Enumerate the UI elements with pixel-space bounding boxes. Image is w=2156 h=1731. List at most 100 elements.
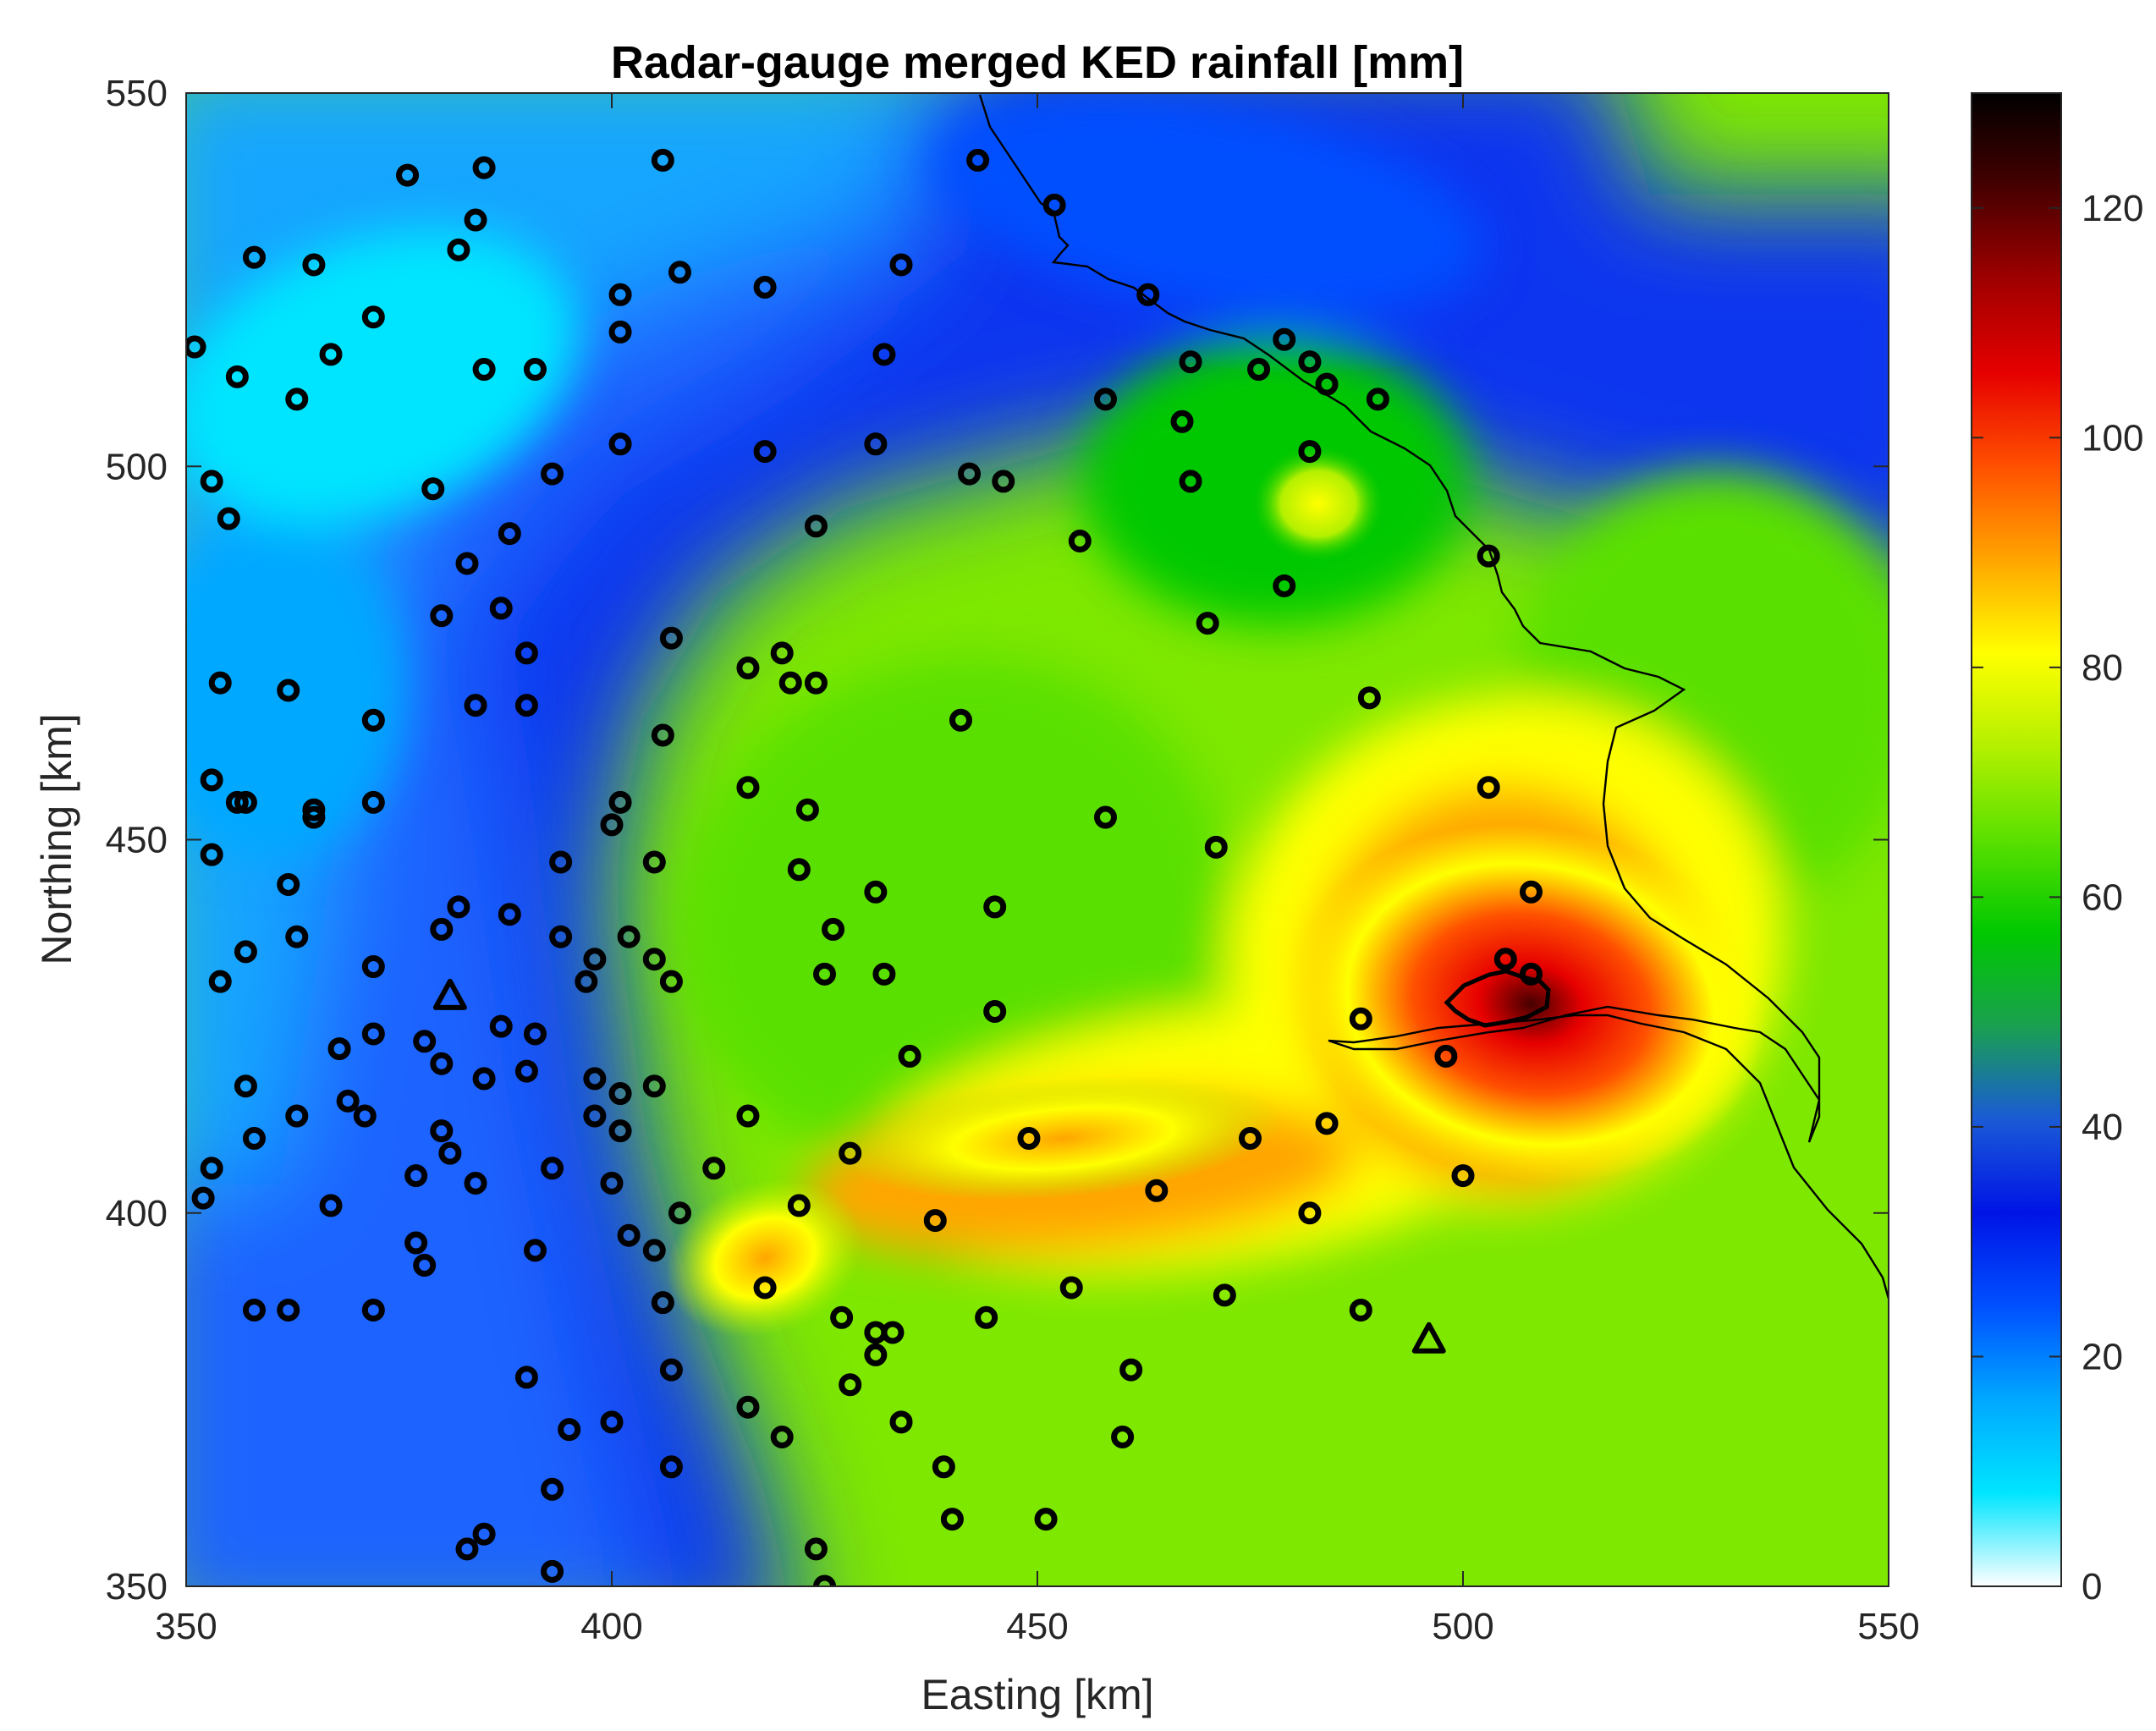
rain-gauge-marker	[455, 552, 479, 575]
rain-gauge-marker	[319, 1194, 343, 1217]
colorbar-tick-label: 100	[2082, 417, 2143, 459]
rain-gauge-marker	[1093, 387, 1117, 411]
rain-gauge-marker	[225, 790, 249, 814]
rain-gauge-marker	[642, 948, 666, 971]
rain-gauge-marker	[1119, 1358, 1143, 1382]
rain-gauge-marker	[438, 1141, 462, 1165]
rain-gauge-marker	[778, 671, 802, 695]
rain-gauge-marker	[642, 1239, 666, 1262]
rain-gauge-marker	[881, 1321, 905, 1344]
rain-gauge-marker	[242, 245, 266, 269]
rain-gauge-marker	[608, 320, 632, 343]
rain-gauge-marker	[787, 1194, 811, 1217]
rain-gauge-marker	[1034, 1508, 1058, 1531]
rain-gauge-marker	[958, 462, 982, 486]
rain-gauge-marker	[651, 1291, 674, 1315]
rain-gauge-marker	[541, 1477, 564, 1501]
rain-gauge-marker	[608, 432, 632, 456]
rain-gauge-marker	[327, 1037, 351, 1061]
rain-gauge-marker	[1519, 880, 1543, 904]
rain-gauge-marker	[361, 955, 385, 979]
rain-gauge-marker	[872, 962, 896, 986]
rain-gauge-marker	[208, 970, 232, 993]
rain-gauge-marker	[617, 925, 641, 948]
rain-gauge-marker	[872, 343, 896, 366]
rain-gauge-marker	[396, 163, 420, 187]
rain-gauge-marker	[489, 596, 513, 620]
rain-gauge-marker	[302, 253, 326, 277]
rain-gauge-marker	[864, 1343, 888, 1366]
rain-gauge-marker	[514, 641, 538, 665]
rain-gauge-marker	[1451, 1164, 1475, 1188]
rain-gauge-marker	[404, 1231, 428, 1255]
y-tick-label: 400	[106, 1193, 168, 1234]
rain-gauge-marker	[285, 1104, 309, 1128]
rain-gauge-marker	[1093, 805, 1117, 829]
rain-gauge-marker	[659, 1358, 683, 1382]
rain-gauge-marker	[413, 1254, 437, 1278]
rain-gauge-marker	[1247, 358, 1271, 382]
x-axis-label: Easting [km]	[921, 1671, 1153, 1718]
rain-gauge-marker	[191, 1186, 215, 1210]
rain-gauge-marker	[651, 723, 674, 747]
rain-gauge-marker	[813, 962, 836, 986]
rain-gauge-marker	[1196, 612, 1219, 635]
colorbar: 0 20 40 60 80 100 120	[1971, 92, 2143, 1607]
rain-gauge-marker	[736, 1395, 760, 1419]
rain-gauge-marker	[940, 1508, 964, 1531]
rain-gauge-marker	[447, 895, 470, 919]
rain-gauge-marker	[558, 1418, 581, 1442]
y-axis: 350 400 450 500 550	[106, 73, 1889, 1607]
rain-gauge-marker	[753, 1276, 777, 1300]
rain-gauge-marker	[242, 1298, 266, 1322]
y-axis-label: Northing [km]	[33, 713, 80, 964]
rain-gauge-marker	[992, 470, 1015, 493]
rain-gauge-marker	[1357, 686, 1381, 710]
rain-gauge-marker	[464, 208, 487, 232]
rain-gauge-marker	[541, 1559, 564, 1583]
colorbar-tick-label: 0	[2082, 1566, 2102, 1607]
rain-gauge-marker	[1477, 544, 1500, 568]
rain-gauge-marker	[753, 275, 777, 299]
rain-gauge-marker	[923, 1209, 947, 1233]
rain-gauge-marker	[523, 1022, 547, 1046]
rain-gauge-marker	[336, 1089, 360, 1113]
heatmap-blue-region	[932, 94, 1483, 316]
rain-gauge-marker	[736, 657, 760, 680]
triangle-markers	[432, 978, 1446, 1354]
rain-gauge-marker	[464, 694, 487, 717]
rain-gauge-marker	[642, 850, 666, 874]
rain-gauge-marker	[455, 1537, 479, 1561]
rain-gauge-marker	[319, 343, 343, 366]
rain-gauge-marker	[404, 1164, 428, 1188]
rain-gauge-marker	[642, 1074, 666, 1098]
y-tick-label: 550	[106, 73, 168, 114]
triangle-marker	[432, 978, 467, 1010]
heatmap-peak	[666, 1178, 864, 1338]
rain-gauge-marker	[889, 1410, 913, 1434]
rain-gauge-marker	[1315, 372, 1339, 396]
x-tick-label: 400	[580, 1606, 642, 1647]
heatmap-peak	[1250, 444, 1386, 563]
rain-gauge-marker	[514, 1059, 538, 1083]
rain-gauge-marker	[514, 1366, 538, 1389]
rain-gauge-marker	[966, 148, 990, 172]
rain-gauge-marker	[668, 261, 691, 284]
rain-gauge-marker	[804, 671, 828, 695]
rain-gauge-marker	[514, 694, 538, 717]
rain-gauge-marker	[983, 895, 1007, 919]
rain-gauge-marker	[353, 1104, 377, 1128]
rain-gauge-marker	[830, 1305, 854, 1329]
rain-gauges	[186, 148, 1543, 1586]
rain-gauge-marker	[575, 970, 598, 993]
rain-gauge-marker	[430, 1052, 454, 1075]
rain-gauge-marker	[277, 679, 300, 702]
rain-gauge-marker	[668, 1201, 691, 1225]
rain-gauge-marker	[1273, 327, 1296, 351]
colorbar-tick-label: 20	[2082, 1336, 2123, 1377]
y-tick-label: 350	[106, 1566, 168, 1607]
rain-gauge-marker	[285, 387, 309, 411]
rain-gauge-marker	[1298, 1201, 1322, 1225]
rain-gauge-marker	[608, 790, 632, 814]
